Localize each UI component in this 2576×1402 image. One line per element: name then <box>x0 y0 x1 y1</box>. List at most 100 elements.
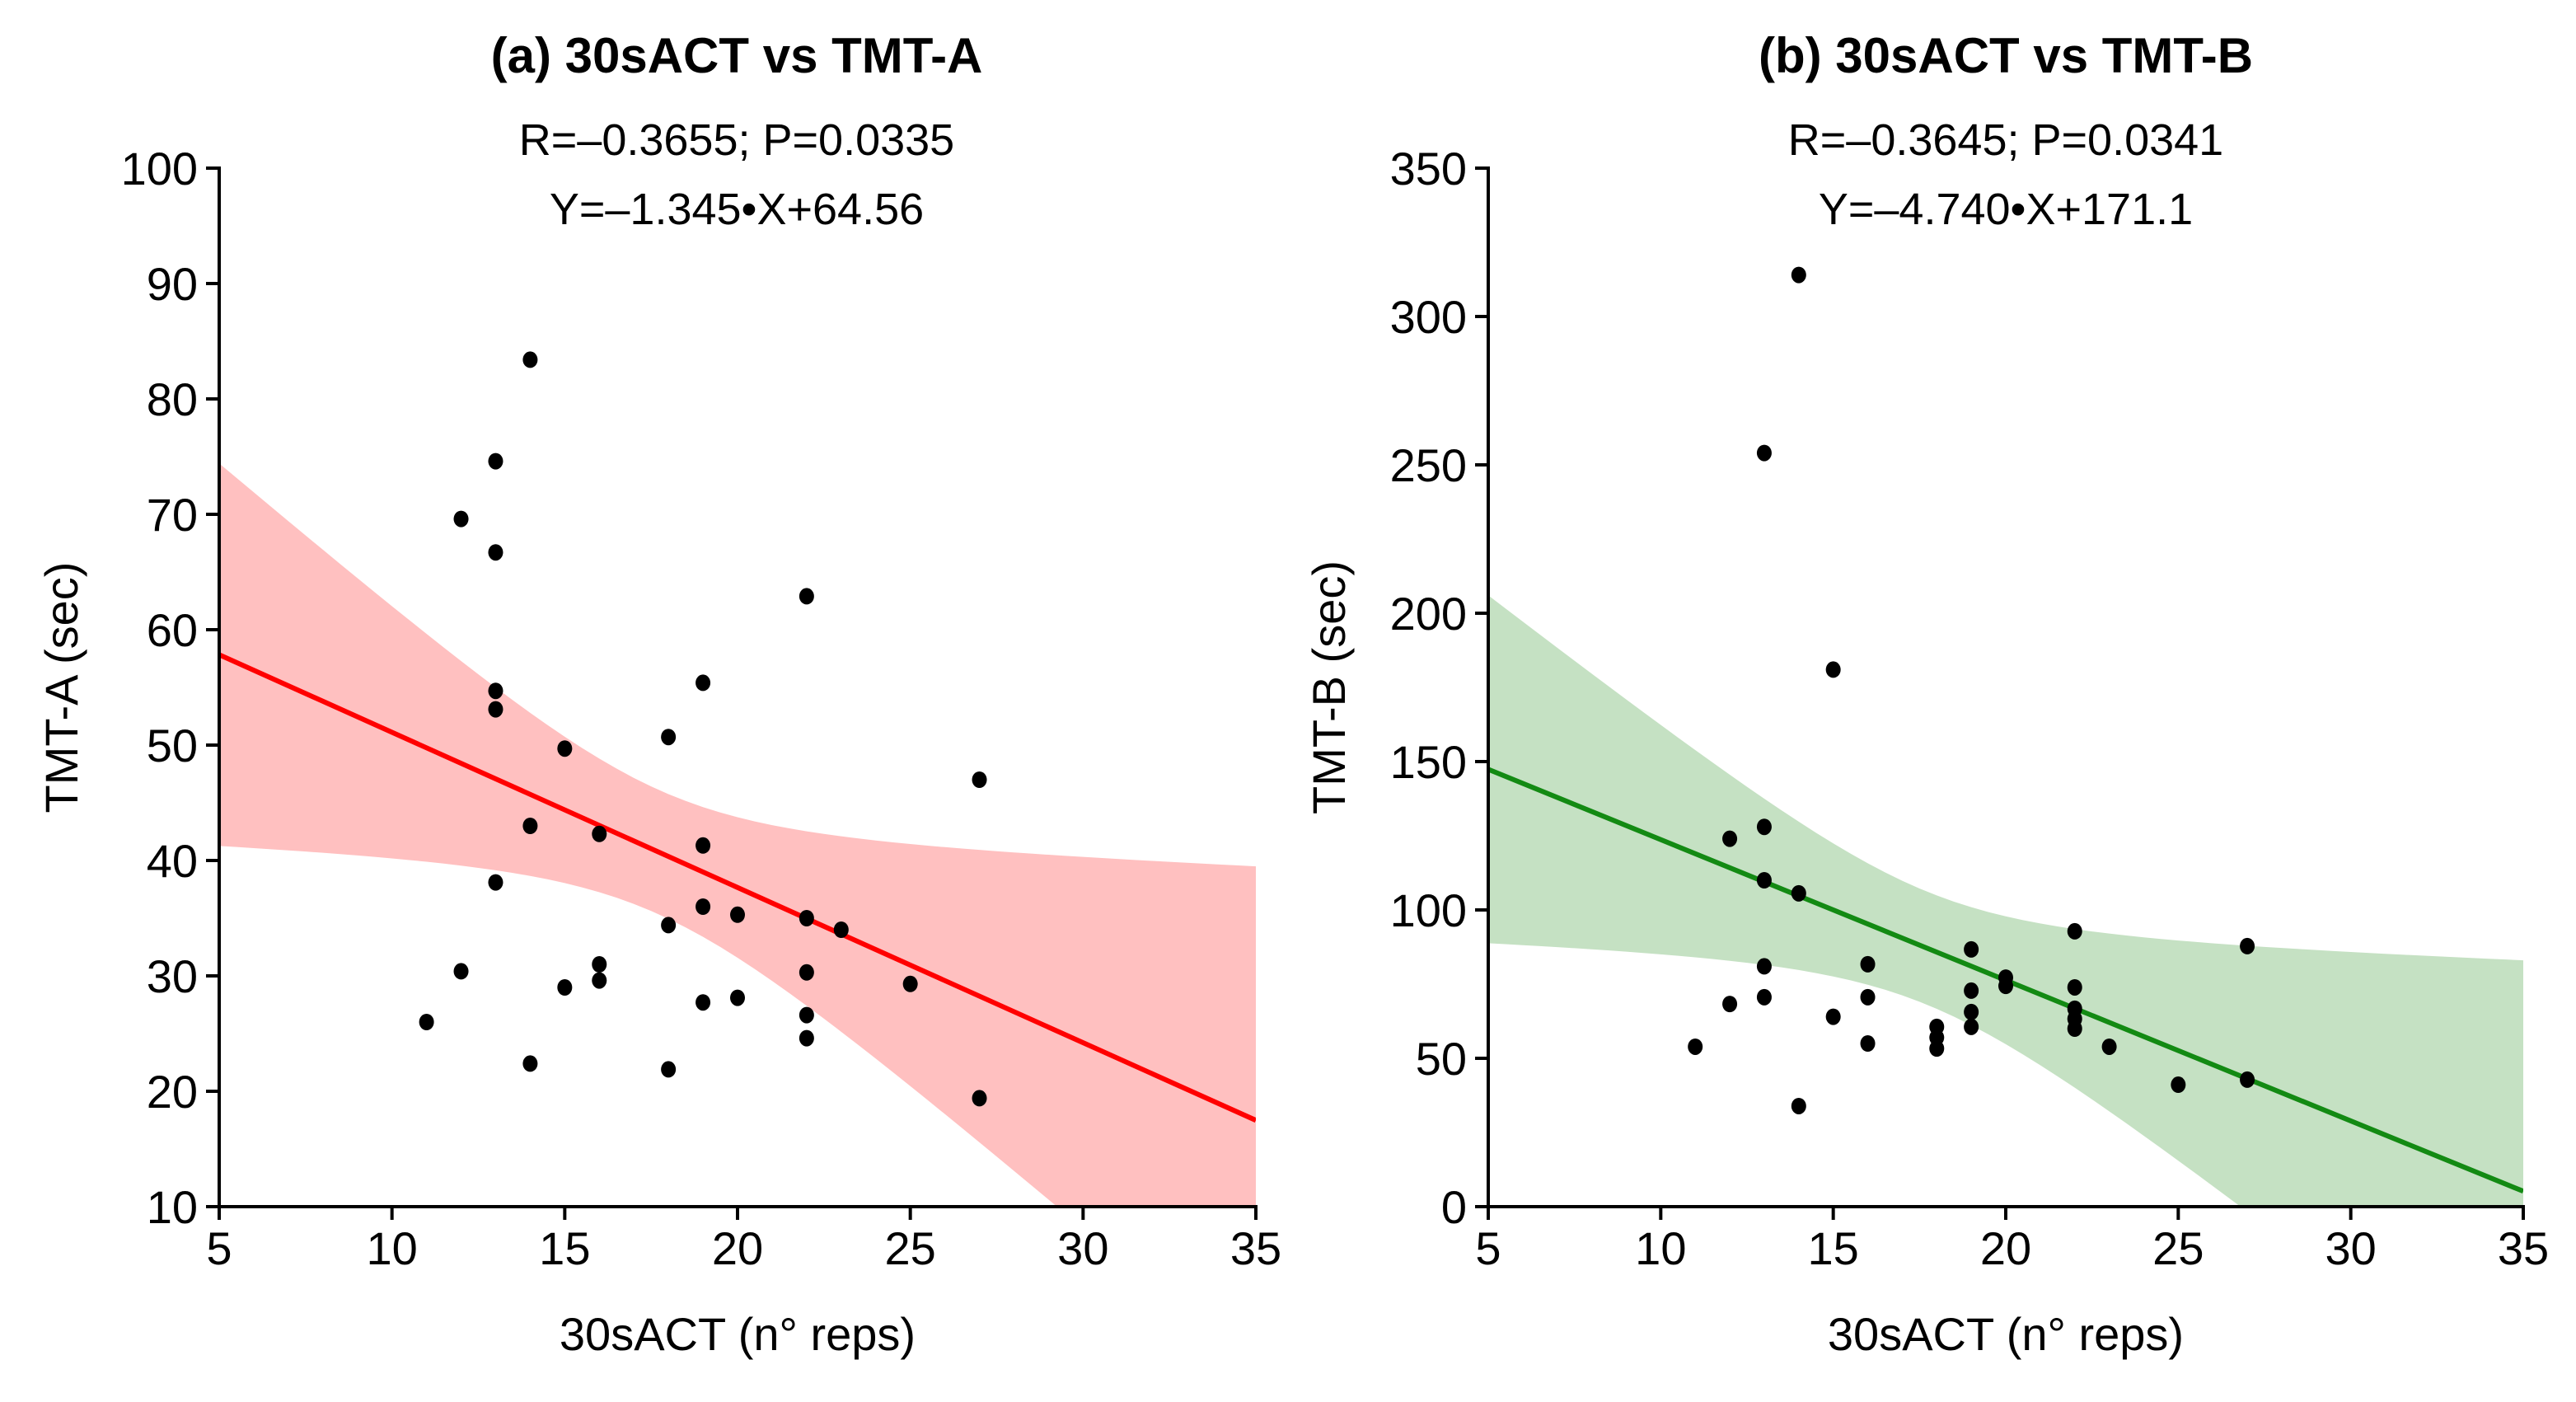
x-tick-label: 25 <box>2152 1222 2204 1274</box>
data-point <box>1791 884 1806 902</box>
x-tick-label: 35 <box>1230 1222 1281 1274</box>
data-point <box>592 956 607 973</box>
data-point <box>1860 988 1876 1006</box>
data-point <box>1756 958 1772 975</box>
data-point <box>419 1014 434 1030</box>
chart-title: (a) 30sACT vs TMT-A <box>491 28 983 83</box>
data-point <box>833 921 849 938</box>
y-axis-label: TMT-A (sec) <box>35 562 87 814</box>
data-point <box>1860 955 1876 973</box>
y-tick-label: 90 <box>147 258 198 310</box>
x-tick-label: 10 <box>367 1222 418 1274</box>
stats-equation: Y=–4.740•X+171.1 <box>1819 185 2193 234</box>
data-point <box>1756 872 1772 889</box>
y-tick-label: 40 <box>147 835 198 887</box>
x-tick-label: 5 <box>206 1222 232 1274</box>
data-point <box>592 972 607 989</box>
data-point <box>1756 818 1772 836</box>
x-tick-label: 20 <box>1980 1222 2031 1274</box>
plot-area <box>219 463 1256 1207</box>
y-tick-label: 50 <box>1416 1033 1467 1085</box>
panel-b: (b) 30sACT vs TMT-B R=–0.3645; P=0.0341 … <box>1303 28 2549 1360</box>
x-tick-label: 30 <box>2325 1222 2377 1274</box>
data-point <box>696 994 711 1011</box>
data-point <box>1791 1097 1806 1114</box>
plot-area <box>1488 595 2523 1207</box>
stats-correlation: R=–0.3655; P=0.0335 <box>519 115 954 165</box>
data-point <box>799 1006 814 1024</box>
data-point <box>1825 661 1841 678</box>
data-point <box>2067 922 2082 940</box>
confidence-band <box>1488 595 2523 1207</box>
y-tick-label: 30 <box>147 950 198 1002</box>
y-tick-label: 20 <box>147 1066 198 1118</box>
y-tick-label: 70 <box>147 489 198 541</box>
x-tick-label: 20 <box>712 1222 763 1274</box>
data-point <box>1756 988 1772 1006</box>
data-point <box>696 898 711 915</box>
data-point <box>2240 1071 2255 1088</box>
y-axis-label: TMT-B (sec) <box>1303 560 1355 814</box>
x-axis-label: 30sACT (n° reps) <box>1828 1308 2184 1360</box>
data-point <box>2171 1076 2186 1094</box>
data-point <box>488 701 503 718</box>
data-point <box>488 682 503 700</box>
y-tick-label: 250 <box>1390 439 1467 491</box>
panel-a: (a) 30sACT vs TMT-A R=–0.3655; P=0.0335 … <box>35 28 1281 1360</box>
y-tick-label: 350 <box>1390 143 1467 195</box>
data-point <box>2067 978 2082 996</box>
regression-line <box>219 652 1256 1123</box>
data-point <box>661 1061 677 1078</box>
data-point <box>1860 1035 1876 1052</box>
data-point <box>1964 940 1979 958</box>
y-tick-label: 60 <box>147 604 198 656</box>
data-point <box>799 588 814 605</box>
chart-title: (b) 30sACT vs TMT-B <box>1759 28 2253 83</box>
data-point <box>2101 1038 2117 1055</box>
data-point <box>1756 444 1772 462</box>
data-point <box>557 740 573 757</box>
data-point <box>557 979 573 996</box>
y-tick-label: 100 <box>121 143 198 195</box>
data-point <box>661 917 677 934</box>
x-tick-label: 35 <box>2498 1222 2549 1274</box>
data-point <box>972 771 987 788</box>
data-point <box>1964 1003 1979 1020</box>
data-point <box>522 351 538 368</box>
data-point <box>730 906 745 923</box>
stats-correlation: R=–0.3645; P=0.0341 <box>1788 115 2223 165</box>
data-point <box>696 674 711 692</box>
y-tick-label: 80 <box>147 373 198 425</box>
x-tick-label: 10 <box>1635 1222 1686 1274</box>
data-point <box>488 874 503 891</box>
data-point <box>1964 1018 1979 1035</box>
y-tick-label: 300 <box>1390 291 1467 343</box>
y-tick-label: 10 <box>147 1181 198 1233</box>
data-point <box>799 964 814 981</box>
stats-equation: Y=–1.345•X+64.56 <box>550 185 924 234</box>
data-point <box>522 818 538 834</box>
data-point <box>799 910 814 926</box>
x-tick-label: 5 <box>1475 1222 1501 1274</box>
y-tick-label: 100 <box>1390 884 1467 936</box>
data-point <box>1722 830 1738 847</box>
data-point <box>1825 1008 1841 1025</box>
data-point <box>972 1090 987 1107</box>
x-tick-label: 30 <box>1057 1222 1108 1274</box>
x-tick-label: 25 <box>885 1222 936 1274</box>
x-tick-label: 15 <box>1808 1222 1859 1274</box>
y-tick-label: 200 <box>1390 588 1467 640</box>
data-point <box>2240 937 2255 954</box>
x-axis-label: 30sACT (n° reps) <box>560 1308 916 1360</box>
data-point <box>488 452 503 470</box>
data-point <box>696 837 711 854</box>
data-point <box>522 1055 538 1072</box>
data-point <box>453 963 469 980</box>
y-tick-label: 50 <box>147 720 198 771</box>
confidence-band <box>219 463 1256 1207</box>
data-point <box>1929 1040 1945 1057</box>
data-point <box>592 825 607 842</box>
data-point <box>730 989 745 1006</box>
data-point <box>661 729 677 746</box>
